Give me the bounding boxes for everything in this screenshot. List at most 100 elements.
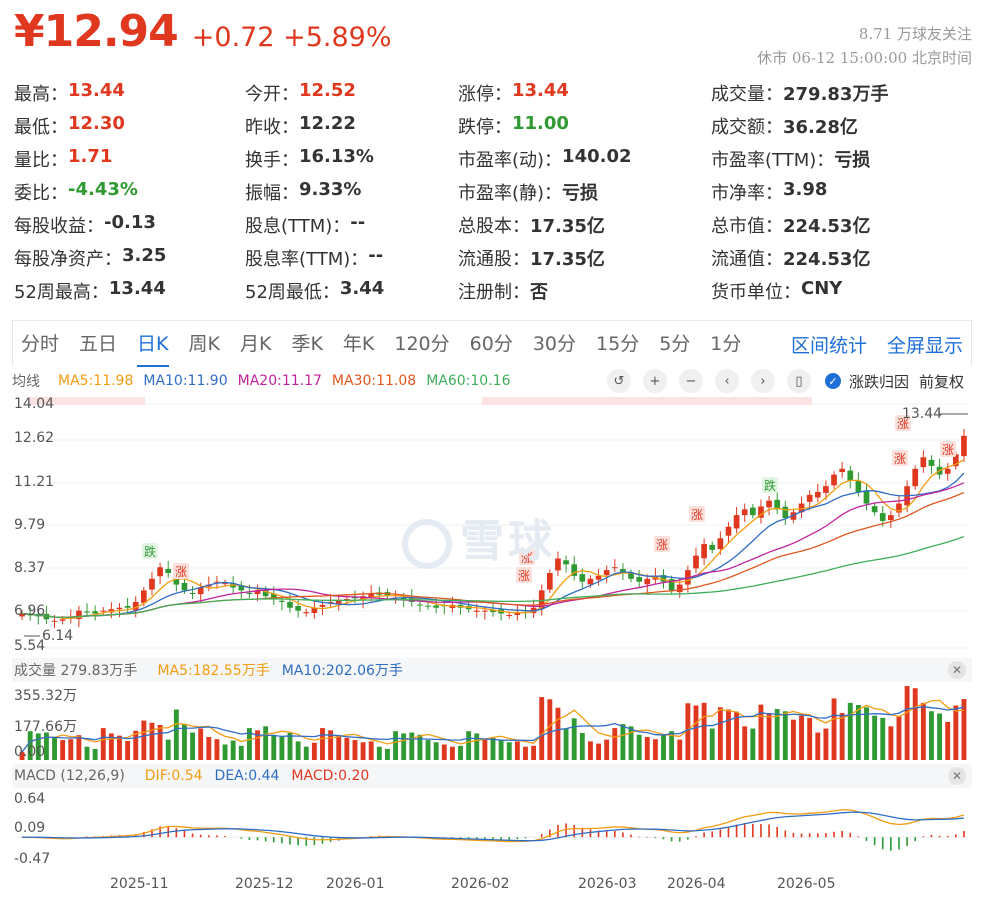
range-stats-link[interactable]: 区间统计 <box>790 334 867 357</box>
volume-bar <box>222 744 228 760</box>
volume-bar <box>929 711 934 760</box>
volume-bar <box>782 711 788 760</box>
tab-period[interactable]: 五日 <box>79 332 118 355</box>
candle-body <box>482 610 488 612</box>
candle-body <box>222 583 228 585</box>
quote-value: 140.02 <box>562 145 632 167</box>
candle-body <box>839 468 845 473</box>
event-tag-bg <box>892 450 908 466</box>
price-tick: 14.04 <box>14 396 55 412</box>
tab-period[interactable]: 5分 <box>659 332 691 355</box>
tab-period[interactable]: 15分 <box>596 332 640 355</box>
volume-bar <box>839 713 845 760</box>
volume-bar <box>774 709 780 760</box>
ma-legend: 均线 MA5:11.98 MA10:11.90 MA20:11.17 MA30:11.… <box>12 368 972 394</box>
volume-bar <box>401 733 407 760</box>
event-tag: 涨 <box>175 564 187 579</box>
candle-body <box>855 480 862 492</box>
quote-cell: 最低： 12.30 <box>14 113 245 139</box>
candle-body <box>693 555 699 569</box>
tab-period[interactable]: 分时 <box>21 332 60 355</box>
quote-row: 每股净资产： 3.25 股息率(TTM)： -- 流通股： 17.35亿 流通值： 224.5… <box>14 241 974 274</box>
watermark-text: 雪球 <box>460 516 556 567</box>
macd-title: MACD (12,26,9) <box>14 768 125 784</box>
tab-period[interactable]: 月K <box>239 332 272 355</box>
volume-bar <box>458 745 463 760</box>
prev-icon[interactable]: ‹ <box>714 369 739 393</box>
ma-items: MA5:11.98 MA10:11.90 MA20:11.17 MA30:11.08 M… <box>58 373 520 389</box>
candle-body <box>214 581 220 583</box>
tab-period[interactable]: 年K <box>342 332 375 355</box>
volume-bar <box>76 735 82 760</box>
candle-body <box>628 573 634 579</box>
quote-row: 量比： 1.71 换手： 16.13% 市盈率(动)： 140.02 市盈率(TTM)： 亏损 <box>14 142 974 175</box>
macd-tick: 0.64 <box>14 791 46 807</box>
tab-period[interactable]: 1分 <box>710 332 742 355</box>
quote-cell: 总市值： 224.53亿 <box>711 212 974 238</box>
candle-body <box>287 601 293 608</box>
attribution-toggle[interactable]: 涨跌归因 <box>848 372 909 391</box>
candle-body <box>352 597 358 599</box>
quote-label: 流通股： <box>458 248 530 270</box>
watermark: 雪球 <box>402 505 556 569</box>
candle-body <box>433 605 440 608</box>
volume-title: 成交量 279.83万手 <box>14 663 138 679</box>
volume-bar <box>620 724 626 760</box>
volume-bar <box>661 735 666 760</box>
quote-cell: 每股净资产： 3.25 <box>14 245 245 271</box>
volume-bar <box>279 736 285 760</box>
fq-selector[interactable]: 前复权 <box>918 372 964 391</box>
tab-period[interactable]: 日K <box>137 321 169 367</box>
volume-bar <box>336 735 342 760</box>
close-macd-icon[interactable]: ✕ <box>948 767 966 785</box>
quote-label: 今开： <box>245 83 299 105</box>
volume-header: 成交量 279.83万手 MA5:182.55万手 MA10:202.06万手 … <box>12 658 972 682</box>
close-volume-icon[interactable]: ✕ <box>948 661 966 679</box>
volume-bar <box>441 744 447 760</box>
candle-body <box>798 503 805 513</box>
candle-body <box>360 596 366 601</box>
zoom-in-icon[interactable]: + <box>642 369 667 393</box>
candle-body <box>59 619 66 621</box>
high-mark-label: 13.44 <box>902 406 943 422</box>
quote-cell: 委比： -4.43% <box>14 179 245 205</box>
tab-period[interactable]: 季K <box>291 332 323 355</box>
check-icon[interactable]: ✓ <box>824 373 841 389</box>
tab-period[interactable]: 60分 <box>469 332 513 355</box>
volume-tick: 0.00 <box>14 744 46 760</box>
quote-cell: 跌停： 11.00 <box>458 113 711 139</box>
chart-tools: ↺ + − ‹ › ▯ ✓ 涨跌归因 前复权 <box>595 368 964 394</box>
quote-value: 9.33% <box>299 178 362 200</box>
quote-cell: 最高： 13.44 <box>14 80 245 106</box>
quote-value: 11.00 <box>512 112 569 134</box>
quote-label: 流通值： <box>711 248 783 270</box>
quote-label: 注册制： <box>458 281 530 303</box>
quote-label: 换手： <box>245 149 299 171</box>
candle-body <box>790 512 797 520</box>
volume-bar <box>506 742 512 760</box>
quote-row: 最高： 13.44 今开： 12.52 涨停： 13.44 成交量： 279.83万手 <box>14 76 974 109</box>
quote-cell: 量比： 1.71 <box>14 146 245 172</box>
candle-body <box>546 573 553 590</box>
tab-period[interactable]: 30分 <box>532 332 577 355</box>
candle-body <box>636 577 642 582</box>
next-icon[interactable]: › <box>750 369 775 393</box>
volume-bar <box>320 728 325 760</box>
quote-label: 量比： <box>14 149 68 171</box>
candle-icon[interactable]: ▯ <box>786 369 811 393</box>
fullscreen-link[interactable]: 全屏显示 <box>886 334 963 357</box>
candle-body <box>595 575 602 580</box>
volume-bar <box>263 726 269 760</box>
volume-bar <box>628 726 634 760</box>
tab-period[interactable]: 周K <box>188 332 220 355</box>
candle-body <box>141 590 147 603</box>
volume-bar <box>149 722 155 760</box>
tab-period[interactable]: 120分 <box>394 332 450 355</box>
zoom-out-icon[interactable]: − <box>678 369 703 393</box>
candle-body <box>506 614 513 616</box>
candle-body <box>944 468 951 474</box>
undo-icon[interactable]: ↺ <box>606 369 631 393</box>
price-block: ¥12.94 +0.72 +5.89% <box>14 6 392 66</box>
quote-row: 每股收益： -0.13 股息(TTM)： -- 总股本： 17.35亿 总市值： 224.53… <box>14 208 974 241</box>
